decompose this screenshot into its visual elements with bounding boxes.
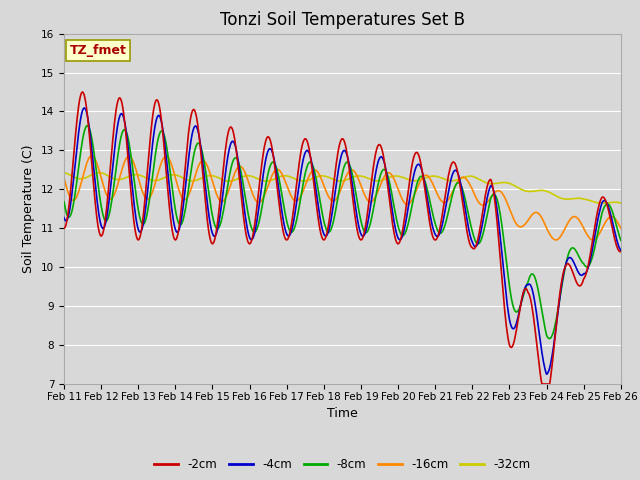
Text: TZ_fmet: TZ_fmet (70, 44, 127, 57)
Legend: -2cm, -4cm, -8cm, -16cm, -32cm: -2cm, -4cm, -8cm, -16cm, -32cm (150, 454, 535, 476)
Title: Tonzi Soil Temperatures Set B: Tonzi Soil Temperatures Set B (220, 11, 465, 29)
Y-axis label: Soil Temperature (C): Soil Temperature (C) (22, 144, 35, 273)
X-axis label: Time: Time (327, 407, 358, 420)
